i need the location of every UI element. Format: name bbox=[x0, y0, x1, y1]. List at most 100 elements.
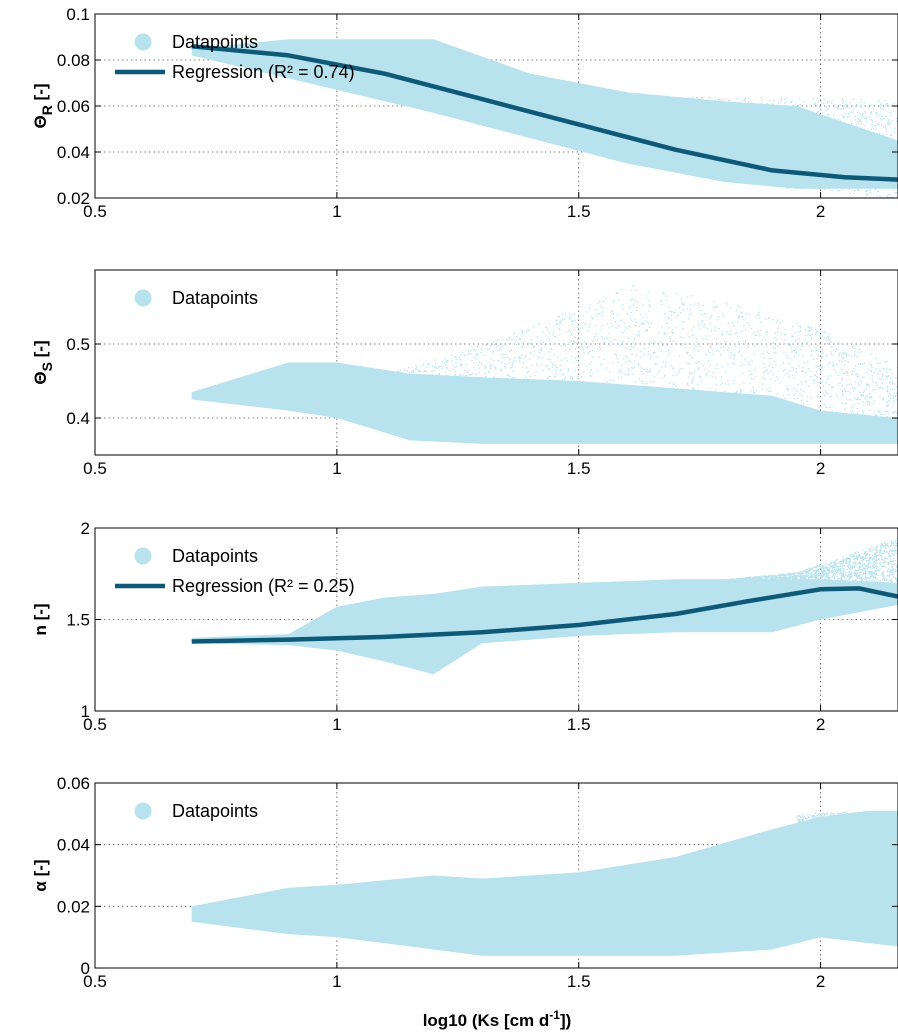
data-point bbox=[508, 339, 510, 341]
data-point bbox=[488, 372, 490, 374]
data-point bbox=[760, 321, 762, 323]
data-point bbox=[880, 107, 882, 110]
data-point bbox=[580, 346, 582, 348]
data-point bbox=[871, 125, 873, 127]
data-point bbox=[567, 368, 569, 370]
data-point bbox=[774, 380, 776, 382]
data-point bbox=[429, 363, 431, 365]
data-point bbox=[701, 322, 703, 324]
data-point bbox=[570, 339, 572, 342]
data-point bbox=[886, 371, 888, 374]
data-point bbox=[833, 364, 835, 366]
data-point bbox=[708, 343, 711, 345]
data-point bbox=[852, 111, 854, 114]
data-point bbox=[510, 349, 513, 352]
data-point bbox=[737, 97, 739, 99]
data-point bbox=[519, 356, 521, 359]
data-point bbox=[620, 377, 623, 379]
data-point bbox=[587, 345, 589, 348]
data-point bbox=[727, 323, 730, 325]
data-point bbox=[856, 373, 858, 376]
data-point bbox=[434, 362, 437, 365]
data-point bbox=[465, 363, 468, 366]
data-point bbox=[605, 367, 608, 369]
data-point bbox=[617, 292, 619, 294]
data-point bbox=[721, 333, 723, 336]
data-point bbox=[475, 353, 477, 356]
data-point bbox=[646, 320, 648, 323]
data-point bbox=[869, 370, 872, 372]
data-point bbox=[853, 390, 855, 393]
data-point bbox=[471, 360, 473, 362]
data-point bbox=[444, 358, 446, 360]
data-point bbox=[849, 192, 851, 195]
data-point bbox=[571, 377, 573, 380]
data-point bbox=[612, 301, 614, 304]
data-point bbox=[871, 366, 873, 369]
data-point bbox=[708, 96, 710, 99]
data-point bbox=[894, 411, 896, 413]
data-point bbox=[697, 366, 700, 369]
data-point bbox=[698, 305, 700, 307]
data-point bbox=[841, 390, 844, 392]
data-point bbox=[870, 395, 872, 397]
data-point bbox=[874, 124, 876, 127]
data-point bbox=[867, 368, 870, 370]
data-point bbox=[883, 118, 885, 120]
data-point bbox=[631, 320, 633, 322]
data-point bbox=[637, 334, 640, 336]
data-point bbox=[862, 410, 864, 412]
data-point bbox=[593, 335, 596, 338]
data-point bbox=[807, 326, 809, 328]
data-point bbox=[560, 369, 562, 371]
data-point bbox=[768, 317, 771, 319]
data-point bbox=[762, 377, 764, 379]
data-point bbox=[629, 326, 631, 328]
data-point bbox=[606, 337, 608, 340]
data-point bbox=[828, 336, 830, 339]
x-tick-label: 2 bbox=[816, 202, 825, 221]
data-point bbox=[810, 354, 813, 357]
data-point bbox=[883, 115, 885, 118]
data-point bbox=[663, 293, 665, 295]
data-point bbox=[793, 394, 795, 396]
data-point bbox=[624, 326, 627, 328]
data-point bbox=[796, 345, 798, 348]
data-point bbox=[645, 370, 647, 373]
data-point bbox=[515, 343, 518, 345]
data-point bbox=[685, 352, 688, 354]
data-point bbox=[885, 133, 888, 135]
data-point bbox=[624, 329, 626, 332]
data-point bbox=[892, 381, 894, 383]
data-point bbox=[522, 366, 524, 369]
data-point bbox=[858, 351, 860, 354]
data-point bbox=[862, 115, 864, 118]
data-point bbox=[860, 98, 863, 101]
data-point bbox=[678, 306, 681, 309]
data-point bbox=[886, 387, 888, 389]
data-point bbox=[529, 342, 531, 344]
data-point bbox=[853, 355, 856, 357]
data-point bbox=[569, 313, 571, 315]
data-point bbox=[862, 394, 865, 397]
data-point bbox=[477, 355, 479, 357]
data-point bbox=[555, 319, 557, 321]
data-point bbox=[608, 345, 611, 347]
data-point bbox=[885, 377, 887, 379]
data-point bbox=[883, 134, 885, 136]
legend-label: Regression (R² = 0.74) bbox=[172, 62, 355, 82]
data-point bbox=[714, 329, 716, 332]
data-point bbox=[886, 405, 888, 408]
data-point bbox=[785, 354, 787, 356]
data-point bbox=[885, 115, 888, 117]
data-point bbox=[755, 334, 758, 336]
data-point bbox=[682, 368, 684, 370]
data-point bbox=[831, 99, 833, 101]
data-point bbox=[829, 406, 831, 409]
data-point bbox=[850, 411, 853, 413]
data-point bbox=[420, 370, 422, 372]
data-point bbox=[831, 190, 833, 192]
legend-marker-datapoints bbox=[134, 33, 152, 51]
data-point bbox=[739, 391, 742, 393]
data-point bbox=[667, 349, 669, 351]
